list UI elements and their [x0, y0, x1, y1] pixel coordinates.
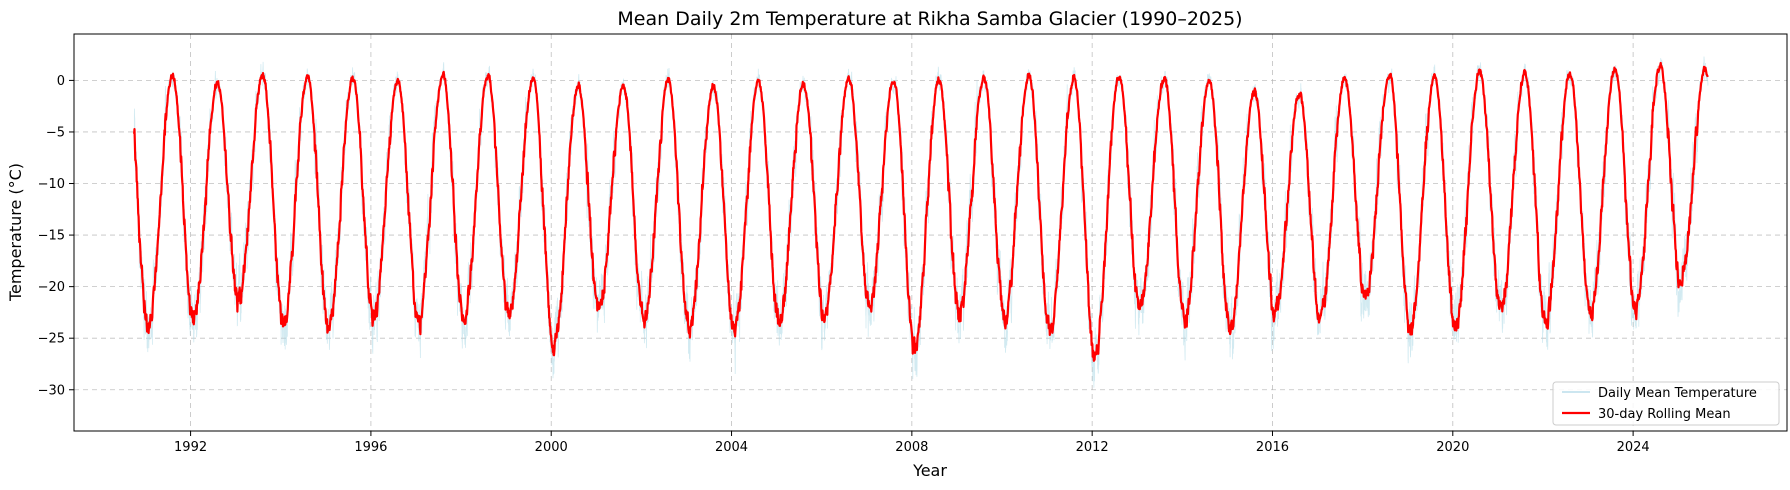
y-tick-label: 0	[57, 74, 65, 89]
x-tick-label: 1996	[354, 440, 387, 455]
y-tick-label: −20	[38, 280, 65, 295]
y-tick-label: −10	[38, 177, 65, 192]
rolling-mean-series	[133, 61, 1709, 362]
x-axis-title: Year	[912, 461, 947, 480]
y-tick-label: −25	[38, 332, 65, 347]
x-tick-label: 2012	[1076, 440, 1109, 455]
x-tick-label: 2000	[535, 440, 568, 455]
legend-label-rolling: 30-day Rolling Mean	[1598, 407, 1731, 422]
chart-title: Mean Daily 2m Temperature at Rikha Samba…	[617, 8, 1242, 30]
x-tick-label: 1992	[174, 440, 207, 455]
x-axis-ticks: 1992 1996 2000 2004 2008 2012 2016 2020 2024	[174, 431, 1650, 455]
y-axis-title: Temperature (°C)	[6, 163, 25, 302]
plot-area-frame	[73, 33, 1788, 432]
y-tick-label: −5	[46, 125, 65, 140]
y-tick-label: −15	[38, 229, 65, 244]
x-tick-label: 2016	[1256, 440, 1289, 455]
legend: Daily Mean Temperature 30-day Rolling Me…	[1552, 381, 1780, 426]
y-axis-ticks: 0 −5 −10 −15 −20 −25 −30	[38, 74, 74, 398]
x-tick-label: 2020	[1436, 440, 1469, 455]
legend-box	[1552, 381, 1780, 426]
legend-label-daily: Daily Mean Temperature	[1598, 386, 1757, 401]
x-tick-label: 2024	[1617, 440, 1650, 455]
x-tick-label: 2004	[715, 440, 748, 455]
x-tick-label: 2008	[895, 440, 928, 455]
rolling-mean-line	[133, 61, 1709, 362]
y-tick-label: −30	[38, 383, 65, 398]
